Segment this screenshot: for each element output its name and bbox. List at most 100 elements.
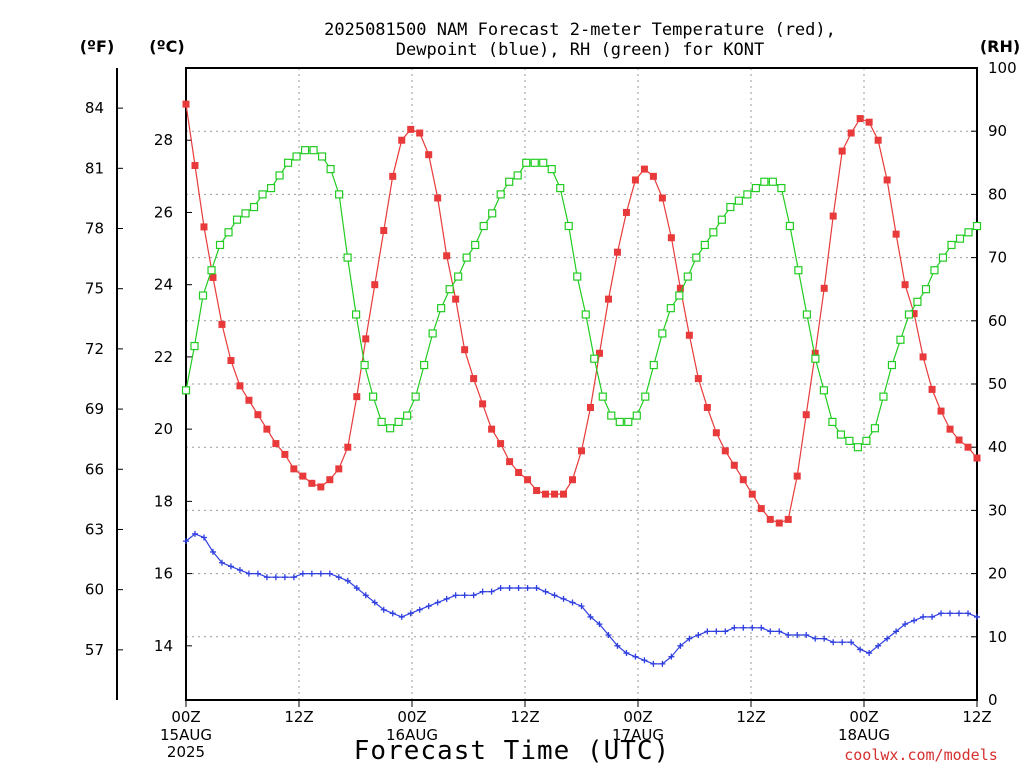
fahrenheit-tick-label: 84	[85, 99, 104, 117]
dewpoint-point	[776, 628, 783, 635]
rh-point	[207, 266, 216, 275]
temperature-point	[730, 461, 738, 469]
rh-point	[241, 209, 250, 218]
dewpoint-point	[335, 574, 342, 581]
temperature-point	[856, 115, 864, 123]
dewpoint-point	[650, 660, 657, 667]
rh-point	[292, 152, 301, 161]
dewpoint-point	[812, 635, 819, 642]
fahrenheit-unit-label: (ºF)	[80, 37, 115, 56]
rh-tick-label: 20	[988, 565, 1007, 583]
dewpoint-point	[596, 621, 603, 628]
dewpoint-point	[884, 635, 891, 642]
rh-point	[454, 272, 463, 281]
temperature-point	[964, 443, 972, 451]
temperature-point	[317, 483, 325, 491]
dewpoint-point	[299, 570, 306, 577]
rh-point	[777, 183, 786, 193]
dewpoint-point	[416, 606, 423, 613]
temperature-point	[425, 151, 433, 159]
temperature-point	[434, 194, 442, 202]
x-tick-label: 00Z	[397, 708, 426, 726]
rh-tick-label: 60	[988, 312, 1007, 330]
temperature-point	[595, 349, 603, 357]
temperature-point	[766, 515, 774, 523]
x-tick-date: 15AUG	[160, 726, 212, 744]
fahrenheit-tick-label: 75	[85, 280, 104, 298]
rh-point	[930, 266, 939, 275]
dewpoint-point	[614, 642, 621, 649]
temperature-point	[793, 472, 801, 480]
rh-point	[658, 329, 667, 338]
temperature-point	[299, 472, 307, 480]
dewpoint-point	[767, 628, 774, 635]
dewpoint-point	[920, 613, 927, 620]
rh-unit-label: (RH)	[980, 37, 1020, 56]
temperature-point	[811, 349, 819, 357]
dewpoint-point	[731, 624, 738, 631]
temperature-point	[622, 208, 630, 216]
dewpoint-point	[902, 621, 909, 628]
rh-point	[437, 304, 446, 313]
rh-point	[522, 158, 531, 167]
celsius-unit-label: (ºC)	[149, 37, 184, 56]
temperature-point	[667, 234, 675, 242]
temperature-point	[443, 252, 451, 260]
dewpoint-point	[803, 631, 810, 638]
dewpoint-point	[938, 610, 945, 617]
dewpoint-point	[587, 613, 594, 620]
dewpoint-point	[659, 660, 666, 667]
temperature-point	[937, 407, 945, 415]
dewpoint-point	[839, 639, 846, 646]
rh-point	[794, 266, 803, 275]
temperature-point	[344, 443, 352, 451]
rh-point	[853, 443, 863, 452]
temperature-point	[281, 450, 289, 458]
temperature-point	[928, 385, 936, 393]
temperature-point	[739, 476, 747, 484]
rh-tick-label: 0	[988, 691, 998, 709]
dewpoint-point	[344, 577, 351, 584]
temperature-point	[586, 403, 594, 411]
temperature-point	[694, 375, 702, 383]
temperature-point	[515, 468, 523, 476]
rh-point	[972, 221, 982, 231]
rh-point	[938, 253, 948, 262]
dewpoint-point	[911, 617, 918, 624]
temperature-point	[703, 403, 711, 411]
temperature-point	[569, 476, 577, 484]
x-tick-date: 17AUG	[612, 726, 664, 744]
rh-point	[232, 215, 242, 224]
rh-point	[760, 177, 769, 186]
rh-point	[215, 240, 225, 250]
dewpoint-point	[506, 585, 513, 592]
temperature-point	[613, 248, 621, 256]
rh-tick-label: 30	[988, 501, 1007, 519]
fahrenheit-tick-label: 63	[85, 520, 104, 538]
rh-point	[675, 291, 684, 300]
dewpoint-point	[686, 635, 693, 642]
rh-point	[326, 165, 335, 174]
rh-point	[564, 221, 573, 231]
temperature-point	[560, 490, 568, 498]
temperature-point	[910, 310, 918, 318]
fahrenheit-tick-label: 78	[85, 220, 104, 238]
dewpoint-point	[965, 610, 972, 617]
temperature-point	[389, 172, 397, 180]
temperature-point	[326, 476, 334, 484]
dewpoint-point	[183, 538, 189, 545]
rh-point	[751, 183, 760, 193]
dewpoint-point	[434, 599, 441, 606]
temperature-point	[865, 118, 873, 126]
temperature-point	[542, 490, 550, 498]
temperature-point	[919, 353, 927, 361]
temperature-point	[676, 284, 684, 292]
rh-point	[513, 171, 522, 180]
temperature-series-line	[185, 104, 978, 524]
dewpoint-point	[974, 613, 980, 620]
dewpoint-point	[821, 635, 828, 642]
temperature-point	[802, 411, 810, 419]
temperature-point	[191, 162, 199, 170]
rh-point	[334, 190, 344, 199]
rh-point	[819, 386, 829, 395]
